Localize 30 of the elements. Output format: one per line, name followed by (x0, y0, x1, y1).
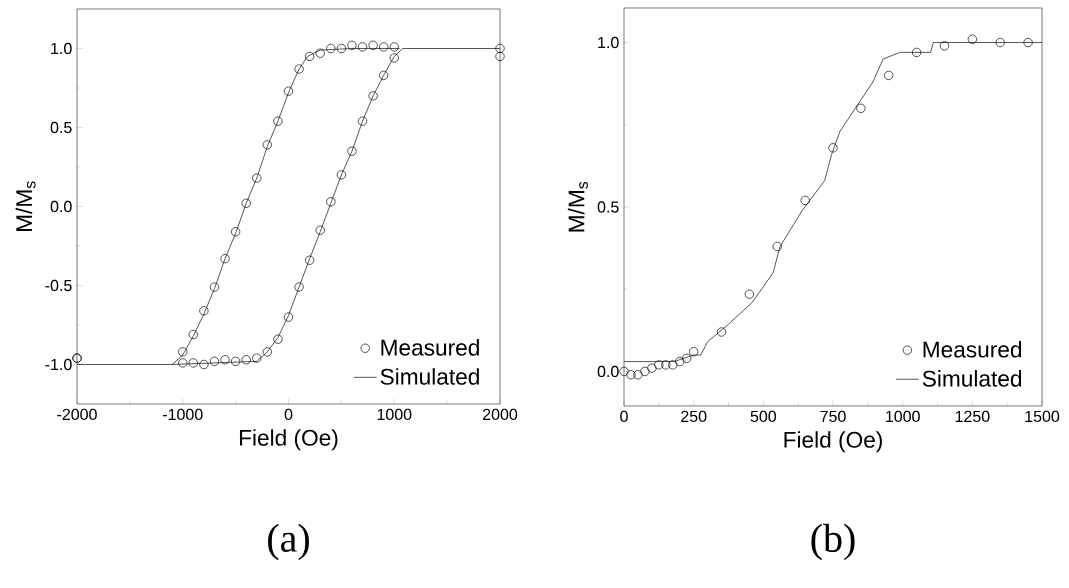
x-tick-label: 2000 (483, 408, 518, 421)
y-tick-label: 0.0 (50, 200, 72, 213)
x-tick-label: -2000 (57, 408, 97, 421)
legend-label: Measured (381, 339, 479, 356)
x-tick-label: 1000 (377, 408, 412, 421)
x-tick-label: 1250 (955, 410, 990, 423)
y-tick-label: -0.5 (45, 279, 72, 292)
y-tick-label: 0.0 (597, 365, 619, 378)
y-tick-label: -1.0 (45, 358, 72, 371)
text: (a) (268, 523, 309, 561)
y-tick-label: 0.5 (50, 121, 72, 134)
x-tick-label: 1500 (1025, 410, 1060, 423)
x-tick-label: 750 (820, 410, 846, 423)
y-tick-label: 1.0 (51, 42, 72, 55)
text: (b) (811, 523, 855, 561)
legend-label: Simulated (380, 368, 479, 385)
legend-label: Measured (923, 340, 1022, 358)
x-tick-label: 0 (620, 410, 628, 423)
x-tick-label: 500 (750, 410, 777, 423)
x-tick-label: 250 (681, 410, 707, 423)
x-tick-label: 1000 (886, 410, 920, 423)
legend-label: Simulated (922, 370, 1022, 387)
x-axis-title: Field (Oe) (239, 429, 338, 451)
x-tick-label: 0 (284, 408, 293, 421)
x-tick-label: -1000 (163, 408, 203, 421)
y-tick-label: 1.0 (598, 36, 619, 49)
y-tick-label: 0.5 (597, 201, 619, 213)
y-axis-title: M/M$_{s}$ (15, 181, 36, 231)
y-axis-title: M/M$_{s}$ (567, 181, 588, 232)
x-axis-title: Field (Oe) (784, 431, 882, 453)
